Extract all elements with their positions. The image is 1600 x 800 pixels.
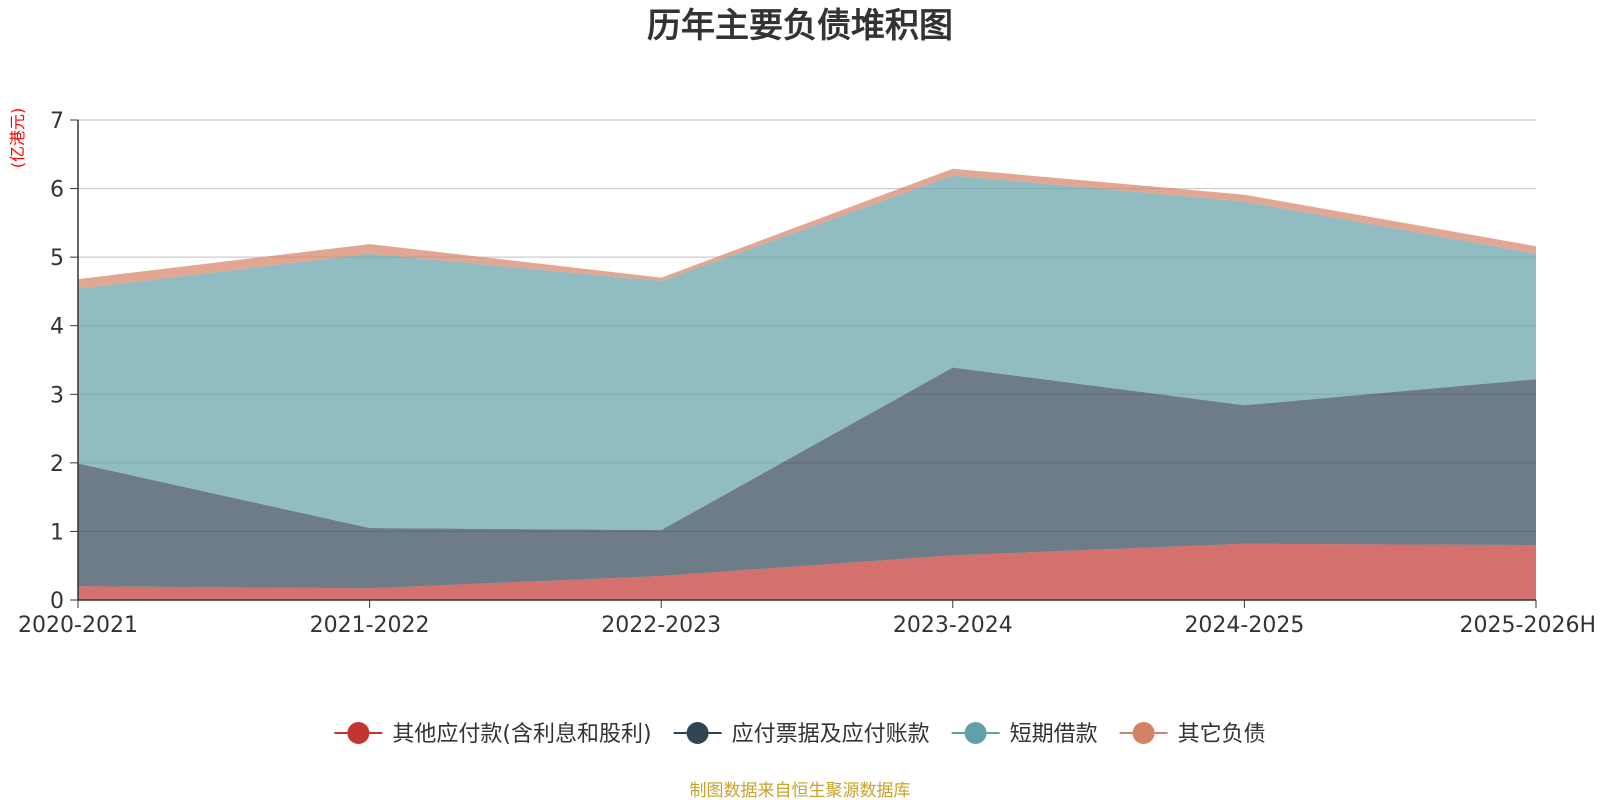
x-tick-label: 2024-2025 (1184, 613, 1304, 638)
y-tick: 1 (50, 520, 78, 545)
legend: 其他应付款(含利息和股利) 应付票据及应付账款 短期借款 其它负债 (334, 722, 1266, 747)
y-tick: 0 (50, 589, 78, 614)
area-series-group (78, 168, 1536, 600)
y-tick: 5 (50, 246, 78, 271)
area-series (78, 543, 1536, 600)
y-tick-label: 2 (50, 452, 64, 477)
chart-title: 历年主要负债堆积图 (647, 6, 953, 46)
y-tick: 6 (50, 178, 78, 203)
x-tick: 2020-2021 (18, 600, 138, 638)
legend-item-other-liabilities[interactable]: 其它负债 (1119, 722, 1266, 747)
y-tick: 7 (50, 109, 78, 134)
area-series (78, 175, 1536, 531)
y-tick-label: 5 (50, 246, 64, 271)
y-tick: 3 (50, 383, 78, 408)
x-tick-label: 2021-2022 (310, 613, 430, 638)
y-axis-ticks: 0 1 2 3 4 5 6 7 (50, 109, 78, 614)
y-tick-label: 7 (50, 109, 64, 134)
x-tick-label: 2020-2021 (18, 613, 138, 638)
legend-label: 其它负债 (1178, 722, 1266, 747)
area-series (78, 168, 1536, 289)
x-tick-label: 2022-2023 (601, 613, 721, 638)
y-tick-label: 0 (50, 589, 64, 614)
data-source-note: 制图数据来自恒生聚源数据库 (690, 781, 911, 800)
area-series (78, 367, 1536, 589)
legend-item-notes-and-accounts-payable[interactable]: 应付票据及应付账款 (673, 722, 930, 747)
y-tick-label: 4 (50, 315, 64, 340)
x-tick-label: 2025-2026H (1460, 613, 1596, 638)
legend-label: 其他应付款(含利息和股利) (392, 722, 651, 747)
legend-label: 应付票据及应付账款 (732, 722, 930, 747)
legend-label: 短期借款 (1010, 722, 1098, 747)
x-tick-label: 2023-2024 (893, 613, 1013, 638)
x-tick: 2021-2022 (310, 600, 430, 638)
legend-item-other-payables[interactable]: 其他应付款(含利息和股利) (334, 722, 652, 747)
y-tick-label: 1 (50, 520, 64, 545)
axes (77, 120, 1536, 601)
y-axis-unit-label: (亿港元) (8, 108, 27, 169)
y-tick-label: 3 (50, 383, 64, 408)
x-axis-ticks: 2020-2021 2021-2022 2022-2023 2023-2024 … (18, 600, 1596, 638)
legend-item-short-term-loans[interactable]: 短期借款 (951, 722, 1098, 747)
x-tick: 2024-2025 (1184, 600, 1304, 638)
y-tick: 2 (50, 452, 78, 477)
x-tick: 2025-2026H (1460, 600, 1596, 638)
x-tick: 2022-2023 (601, 600, 721, 638)
y-tick-label: 6 (50, 178, 64, 203)
x-tick: 2023-2024 (893, 600, 1013, 638)
y-tick: 4 (50, 315, 78, 340)
